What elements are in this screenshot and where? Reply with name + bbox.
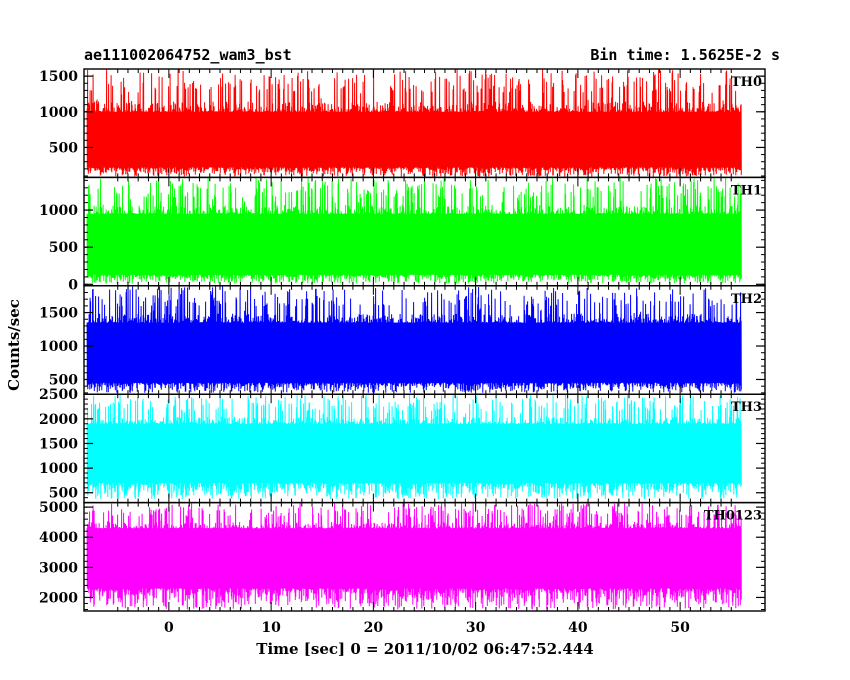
x-tick-label: 20 [364, 620, 384, 636]
y-tick-label: 500 [49, 240, 78, 256]
series-line-th0 [86, 68, 742, 177]
y-tick-label: 1500 [39, 306, 78, 322]
series-line-th3 [86, 394, 742, 500]
y-tick-label: 1000 [39, 339, 78, 355]
x-tick-label: 0 [164, 620, 174, 636]
panel-label-th0123: TH0123 [704, 509, 762, 524]
y-tick-label: 4000 [39, 530, 78, 546]
bin-time-label: Bin time: 1.5625E-2 s [590, 46, 780, 64]
panel-th1: 0 500 1000 TH1 [39, 176, 766, 293]
plot-title: ae111002064752_wam3_bst [84, 46, 292, 64]
series-line-th2 [86, 285, 742, 393]
y-tick-label: 3000 [39, 560, 78, 576]
panel-label-th3: TH3 [731, 400, 762, 415]
panel-label-th1: TH1 [731, 183, 762, 198]
y-tick-label: 1000 [39, 203, 78, 219]
y-tick-label: 2000 [39, 412, 78, 428]
y-tick-label: 500 [49, 140, 78, 156]
series-line-th1 [86, 177, 742, 284]
y-tick-label: 1000 [39, 461, 78, 477]
panel-label-th2: TH2 [731, 292, 762, 307]
y-tick-label: 1500 [39, 436, 78, 452]
y-tick-label: 1500 [39, 69, 78, 85]
y-tick-label: 1000 [39, 105, 78, 121]
y-tick-label: 5000 [39, 500, 78, 516]
panel-th0123: 2000 3000 4000 5000 TH0123 [39, 500, 766, 612]
y-axis-title: Counts/sec [5, 299, 23, 391]
panel-label-th0: TH0 [731, 75, 762, 90]
x-tick-label: 40 [568, 620, 588, 636]
y-tick-label: 2500 [39, 387, 78, 403]
x-tick-label: 50 [670, 620, 690, 636]
y-tick-label: 500 [49, 486, 78, 502]
y-tick-label: 500 [49, 372, 78, 388]
panel-th3: 500 1000 1500 2000 2500 TH3 [39, 387, 766, 504]
panel-th2: 500 1000 1500 TH2 [39, 285, 766, 395]
y-tick-label: 2000 [39, 590, 78, 606]
x-tick-label: 10 [261, 620, 281, 636]
series-line-th0123 [86, 502, 742, 610]
x-tick-label: 30 [466, 620, 486, 636]
x-axis: 0 10 20 30 40 50 [164, 620, 690, 636]
panel-th0: 500 1000 1500 TH0 [39, 68, 766, 179]
y-tick-label: 0 [68, 277, 78, 293]
x-axis-title: Time [sec] 0 = 2011/10/02 06:47:52.444 [256, 640, 593, 658]
